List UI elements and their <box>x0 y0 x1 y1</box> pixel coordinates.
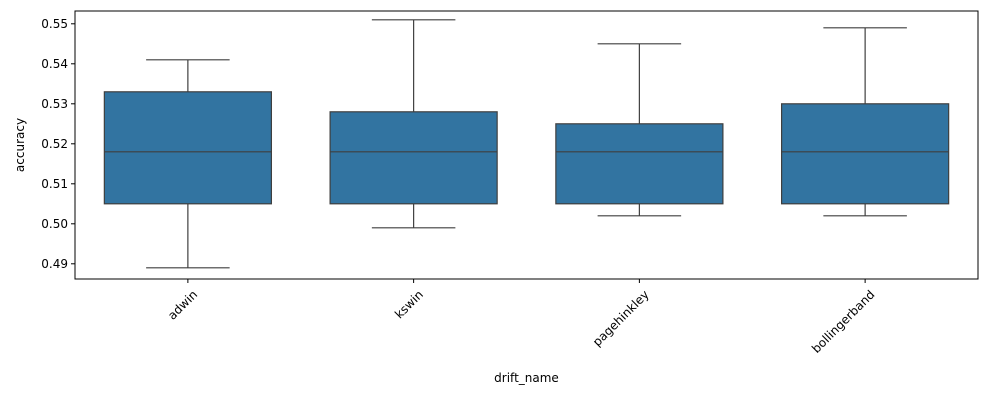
plot-frame <box>74 10 979 280</box>
x-tick-label-kswin: kswin <box>392 287 426 321</box>
boxes-layer <box>103 19 950 269</box>
box-bollingerband <box>780 27 950 217</box>
box-body <box>329 111 498 205</box>
box-adwin <box>103 59 273 269</box>
y-tick-label: 0.52 <box>41 137 68 151</box>
y-tick-label: 0.49 <box>41 257 68 271</box>
box-body <box>103 91 273 205</box>
y-axis-label: accuracy <box>13 118 27 172</box>
y-tick-label: 0.50 <box>41 217 68 231</box>
x-tick-label-bollingerband: bollingerband <box>809 287 877 355</box>
y-tick-label: 0.53 <box>41 97 68 111</box>
y-tick-label: 0.55 <box>41 17 68 31</box>
y-tick-label: 0.51 <box>41 177 68 191</box>
x-tick-label-pagehinkley: pagehinkley <box>590 287 652 349</box>
x-axis-label: drift_name <box>494 371 559 385</box>
y-axis-ticks: 0.49 0.50 0.51 0.52 0.53 0.54 0.55 <box>41 17 75 271</box>
x-axis-ticks: adwin kswin pagehinkley bollingerband <box>165 279 877 356</box>
y-tick-label: 0.54 <box>41 57 68 71</box>
box-body <box>555 123 724 205</box>
box-pagehinkley <box>555 43 724 217</box>
box-kswin <box>329 19 498 229</box>
box-body <box>780 103 950 205</box>
x-tick-label-adwin: adwin <box>165 287 200 322</box>
